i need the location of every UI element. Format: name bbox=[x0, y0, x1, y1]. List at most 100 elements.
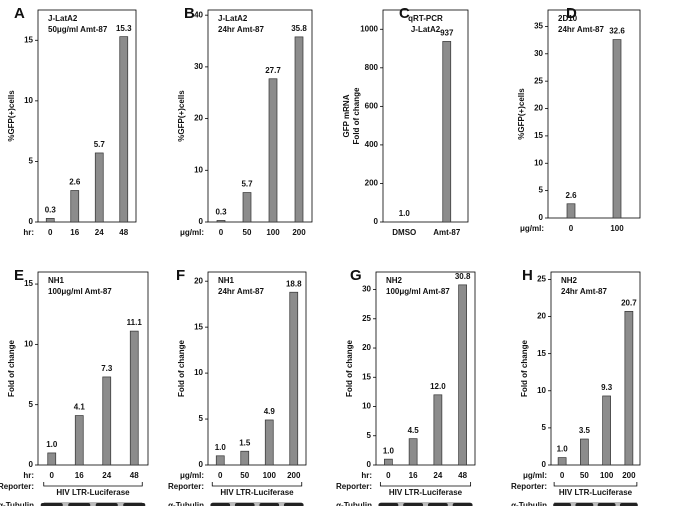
bar bbox=[557, 457, 567, 466]
blot-strip bbox=[43, 502, 143, 506]
y-tick-label: 25 bbox=[537, 275, 546, 284]
plot-frame bbox=[550, 271, 641, 466]
y-tick-label: 5 bbox=[29, 157, 34, 166]
reporter-label: Reporter: bbox=[511, 482, 547, 491]
x-tick-label: 200 bbox=[292, 228, 306, 237]
x-prefix: μg/ml: bbox=[523, 471, 547, 480]
y-tick-label: 0 bbox=[199, 460, 204, 469]
bracket bbox=[211, 482, 303, 487]
y-tick-label: 0 bbox=[374, 217, 379, 226]
blot-band bbox=[575, 503, 594, 506]
x-prefix: μg/ml: bbox=[180, 228, 204, 237]
y-tick-label: 15 bbox=[194, 322, 203, 331]
value-label: 1.0 bbox=[383, 446, 395, 455]
blot-strip bbox=[554, 502, 637, 506]
x-tick-label: 100 bbox=[600, 471, 614, 480]
blot-band bbox=[553, 503, 572, 506]
panel-title: J-LatA2 bbox=[411, 25, 441, 34]
y-tick-label: 15 bbox=[534, 131, 543, 140]
y-tick-label: 25 bbox=[362, 314, 371, 323]
value-label: 4.1 bbox=[74, 403, 86, 412]
y-tick-label: 15 bbox=[537, 349, 546, 358]
reporter-label: Reporter: bbox=[0, 482, 34, 491]
y-tick-label: 0 bbox=[367, 460, 372, 469]
panel-letter: A bbox=[14, 5, 25, 22]
value-label: 1.0 bbox=[399, 209, 411, 218]
y-tick-label: 15 bbox=[24, 35, 33, 44]
value-label: 20.7 bbox=[621, 298, 637, 307]
y-tick-label: 30 bbox=[362, 285, 371, 294]
x-tick-label: 48 bbox=[458, 471, 467, 480]
value-label: 15.3 bbox=[116, 24, 132, 33]
y-tick-label: 0 bbox=[199, 217, 204, 226]
bar bbox=[47, 452, 57, 466]
value-label: 4.5 bbox=[408, 426, 420, 435]
value-label: 3.5 bbox=[579, 426, 591, 435]
panel-title: 24hr Amt-87 bbox=[218, 287, 264, 296]
panel-title: NH2 bbox=[561, 276, 578, 285]
value-label: 9.3 bbox=[601, 383, 613, 392]
x-tick-label: 200 bbox=[622, 471, 636, 480]
y-tick-label: 400 bbox=[365, 140, 379, 149]
panel-title: J-LatA2 bbox=[48, 14, 78, 23]
blot-strip bbox=[380, 502, 471, 506]
y-tick-label: 0 bbox=[542, 460, 547, 469]
y-tick-label: 5 bbox=[367, 431, 372, 440]
bar bbox=[264, 419, 274, 466]
bar bbox=[580, 438, 589, 466]
panel-title: 2D10 bbox=[558, 14, 578, 23]
blot-band bbox=[378, 503, 399, 506]
bar bbox=[102, 376, 112, 466]
blot-band bbox=[597, 503, 616, 506]
y-axis-label: Fold of change bbox=[352, 87, 361, 144]
bar bbox=[408, 438, 418, 466]
blot-band bbox=[95, 503, 118, 506]
panel-letter: G bbox=[350, 267, 362, 284]
y-tick-label: 0 bbox=[539, 213, 544, 222]
panel-letter: B bbox=[184, 5, 195, 22]
y-tick-label: 20 bbox=[537, 312, 546, 321]
y-tick-label: 5 bbox=[199, 414, 204, 423]
y-axis-label: Fold of change bbox=[7, 340, 16, 397]
x-tick-label: 0 bbox=[386, 471, 391, 480]
bar bbox=[268, 78, 278, 223]
bar bbox=[566, 203, 576, 219]
bar bbox=[119, 36, 129, 223]
x-tick-label: 24 bbox=[102, 471, 111, 480]
value-label: 1.0 bbox=[557, 445, 569, 454]
x-tick-label: 24 bbox=[433, 471, 442, 480]
x-prefix: μg/ml: bbox=[180, 471, 204, 480]
x-tick-label: 100 bbox=[610, 224, 624, 233]
y-tick-label: 10 bbox=[362, 402, 371, 411]
y-tick-label: 1000 bbox=[360, 24, 378, 33]
bracket bbox=[553, 482, 638, 487]
bar bbox=[384, 458, 393, 466]
y-axis-label: Fold of change bbox=[177, 340, 186, 397]
x-tick-label: Amt-87 bbox=[433, 228, 461, 237]
value-label: 2.6 bbox=[565, 191, 577, 200]
value-label: 7.3 bbox=[101, 364, 113, 373]
bar bbox=[602, 395, 611, 466]
bar bbox=[458, 284, 467, 466]
bracket bbox=[43, 482, 143, 487]
bar bbox=[129, 330, 139, 466]
blot-band bbox=[619, 503, 638, 506]
loading-label: α-Tubulin bbox=[511, 501, 547, 506]
bar bbox=[442, 41, 452, 223]
y-tick-label: 5 bbox=[539, 186, 544, 195]
y-tick-label: 0 bbox=[29, 460, 34, 469]
value-label: 12.0 bbox=[430, 382, 446, 391]
reporter-label: Reporter: bbox=[168, 482, 204, 491]
value-label: 0.3 bbox=[45, 205, 57, 214]
y-tick-label: 10 bbox=[534, 158, 543, 167]
value-label: 1.0 bbox=[215, 443, 227, 452]
panel-title: 50μg/ml Amt-87 bbox=[48, 25, 108, 34]
x-tick-label: 0 bbox=[219, 228, 224, 237]
reporter: HIV LTR-Luciferase bbox=[559, 488, 633, 497]
x-prefix: hr: bbox=[23, 471, 34, 480]
panel-title: NH2 bbox=[386, 276, 403, 285]
y-tick-label: 40 bbox=[194, 10, 203, 19]
value-label: 11.1 bbox=[127, 318, 143, 327]
panel-title: 24hr Amt-87 bbox=[558, 25, 604, 34]
